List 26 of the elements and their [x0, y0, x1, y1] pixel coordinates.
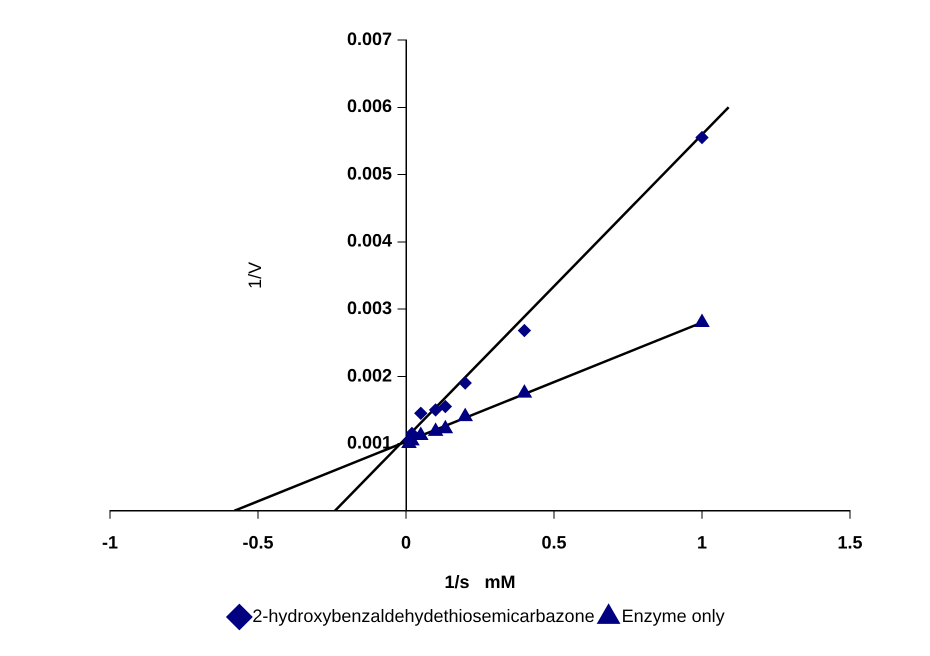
point	[518, 324, 531, 338]
x-tick-label: 0	[400, 532, 412, 553]
x-tick-label: 1	[696, 532, 708, 553]
point	[516, 384, 532, 398]
x-axis-title: 1/s mM	[444, 572, 516, 592]
y-tick-label: 0.003	[346, 298, 392, 318]
point	[694, 314, 710, 327]
point	[413, 426, 428, 440]
legend-label: 2-hydroxybenzaldehydethiosemicarbazone	[252, 606, 595, 626]
point	[458, 408, 473, 422]
point	[696, 131, 708, 144]
point	[428, 422, 444, 436]
point	[438, 420, 453, 434]
x-tick-label: -0.5	[242, 532, 274, 553]
y-tick-label: 0.007	[346, 28, 392, 49]
x-tick-label: -1	[102, 532, 118, 553]
point	[429, 403, 442, 416]
x-tick-label: 0.5	[541, 532, 567, 553]
x-tick-label: 1.5	[837, 532, 863, 553]
y-tick-label: 0.001	[346, 432, 392, 453]
y-tick-label: 0.002	[346, 365, 392, 386]
y-tick-label: 0.004	[346, 230, 392, 251]
legend-label: Enzyme only	[622, 606, 725, 626]
y-tick-label: 0.006	[346, 96, 392, 116]
y-axis-title: 1/V	[244, 262, 265, 289]
y-tick-label: 0.005	[346, 163, 392, 184]
